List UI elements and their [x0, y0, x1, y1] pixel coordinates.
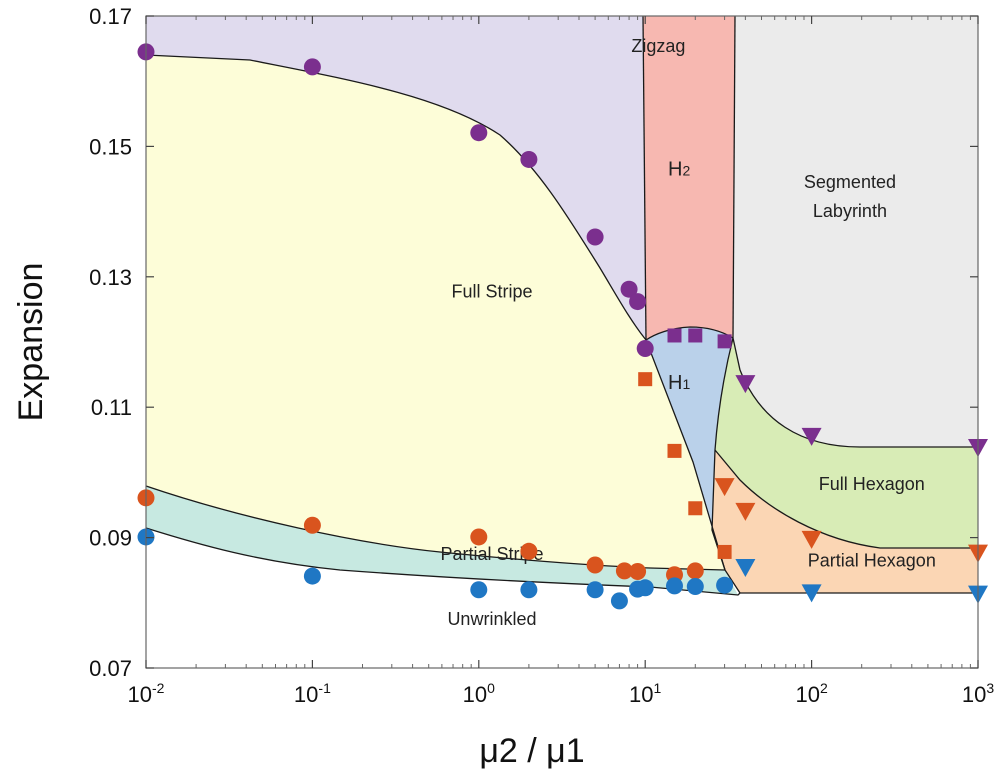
orange-square-point — [638, 372, 653, 387]
x-tick-label: 10-2 — [128, 680, 165, 707]
purple-triangle-down-point — [735, 375, 756, 394]
orange-circle-point — [615, 562, 633, 580]
region-label-partial-stripe: Partial Stripe — [440, 544, 543, 564]
orange-square-point — [667, 443, 682, 458]
h2-region — [643, 16, 735, 340]
purple-square-point — [688, 328, 703, 343]
blue-circle-point — [470, 581, 488, 599]
blue-circle-point — [666, 577, 684, 595]
region-label-partial-hexagon: Partial Hexagon — [808, 550, 936, 570]
axes: 0.07 0.09 0.11 0.13 0.15 0.17 10-2 10-1 100 101 10… — [89, 4, 994, 707]
orange-circle-point — [586, 556, 604, 574]
region-label-unwrinkled: Unwrinkled — [447, 609, 536, 629]
y-tick-label: 0.09 — [89, 526, 132, 551]
blue-circle-point — [636, 579, 654, 597]
region-labels: Zigzag Full Stripe Partial Stripe Unwrinkle… — [440, 36, 935, 629]
region-label-segmented-labyrinth: Segmented Labyrinth — [804, 172, 896, 221]
orange-square-point — [688, 501, 703, 516]
purple-circle-point — [520, 150, 538, 168]
boundary-h1-hex — [711, 337, 734, 571]
purple-circle-point — [629, 293, 647, 311]
boundary-h2-left — [642, 15, 647, 341]
blue-circle-point — [303, 567, 321, 585]
y-tick-label: 0.07 — [89, 656, 132, 681]
region-label-zigzag: Zigzag — [631, 36, 685, 56]
y-tick-label: 0.13 — [89, 265, 132, 290]
blue-circle-point — [716, 576, 734, 594]
y-tick-label: 0.15 — [89, 134, 132, 159]
blue-circle-point — [586, 581, 604, 599]
orange-circle-point — [629, 563, 647, 581]
orange-circle-point — [686, 562, 704, 580]
h1-region — [646, 327, 733, 570]
y-tick-label: 0.17 — [89, 4, 132, 29]
blue-triangle-down-point — [801, 584, 822, 603]
orange-triangle-down-point — [714, 478, 735, 497]
x-tick-label: 103 — [962, 680, 994, 707]
y-tick-label: 0.11 — [91, 395, 132, 420]
phase-boundaries — [145, 15, 978, 596]
blue-circle-point — [520, 581, 538, 599]
orange-triangle-down-point — [735, 502, 756, 521]
x-tick-label: 102 — [795, 680, 827, 707]
purple-circle-point — [303, 58, 321, 76]
zigzag-region — [146, 16, 646, 340]
boundary-full-partial-hex — [714, 449, 978, 549]
boundary-stripe-h1 — [645, 339, 741, 594]
orange-triangle-down-point — [801, 530, 822, 549]
x-tick-label: 101 — [629, 680, 661, 707]
full-hexagon-region — [715, 338, 978, 548]
y-axis-title: Expansion — [12, 263, 50, 422]
unwrinkled-region — [146, 528, 978, 668]
full-stripe-region — [146, 55, 725, 570]
segmented-labyrinth-region — [733, 16, 978, 447]
plot-frame — [145, 15, 979, 669]
orange-square-point — [717, 544, 732, 559]
orange-circle-point — [303, 516, 321, 534]
boundary-h2-right — [732, 15, 736, 339]
purple-square-point — [667, 328, 682, 343]
boundary-h1-top — [645, 326, 734, 341]
purple-square-point — [717, 334, 732, 349]
x-tick-label: 100 — [463, 680, 495, 707]
orange-circle-point — [470, 528, 488, 546]
purple-circle-point — [620, 280, 638, 298]
region-label-full-stripe: Full Stripe — [451, 282, 532, 302]
region-label-full-hexagon: Full Hexagon — [819, 474, 925, 494]
purple-circle-point — [636, 340, 654, 358]
x-tick-label: 10-1 — [294, 680, 331, 707]
purple-triangle-down-point — [801, 427, 822, 446]
purple-circle-point — [586, 228, 604, 246]
blue-circle-point — [686, 578, 704, 595]
purple-circle-point — [470, 124, 488, 142]
x-axis-title: μ2 / μ1 — [479, 732, 584, 770]
orange-circle-point — [520, 542, 538, 560]
blue-triangle-down-point — [735, 558, 756, 577]
region-label-h1: H1 — [668, 372, 690, 394]
partial-hexagon-region — [712, 450, 978, 593]
blue-circle-point — [610, 592, 628, 610]
region-label-h2: H2 — [668, 159, 690, 181]
